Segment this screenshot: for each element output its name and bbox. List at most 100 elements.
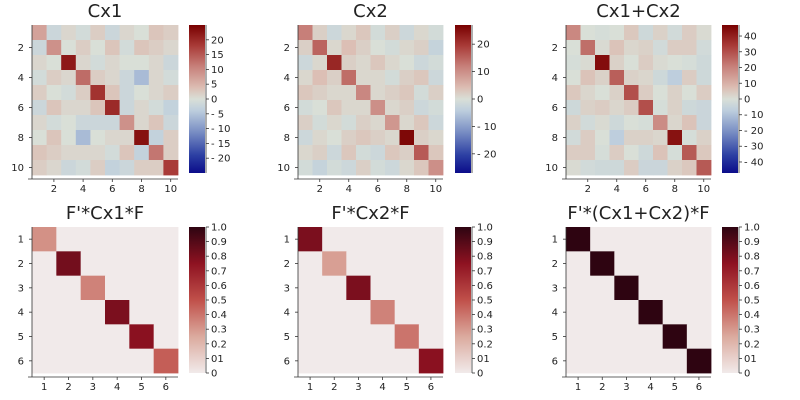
heatmap-cell: [56, 227, 82, 252]
heatmap-cell: [667, 130, 683, 146]
heatmap-cell: [696, 130, 712, 146]
heatmap-cell: [370, 275, 396, 301]
heatmap-cell: [32, 55, 47, 71]
heatmap-cell: [614, 251, 639, 277]
heatmap-cell: [148, 70, 164, 86]
colorbar-tick-label: 0.7: [211, 266, 227, 277]
heatmap-cell: [346, 324, 371, 350]
heatmap-cell: [298, 275, 323, 301]
colorbar-tick-label: 5: [211, 80, 217, 91]
heatmap-cell: [163, 40, 179, 56]
heatmap-cell: [32, 227, 57, 252]
heatmap-cell: [75, 55, 91, 71]
heatmap-cell: [148, 85, 164, 101]
heatmap-cell: [312, 145, 328, 161]
colorbar-tick-label: 0.4: [211, 310, 227, 321]
heatmap-cell: [682, 145, 697, 161]
heatmap-cell: [46, 100, 62, 116]
heatmap-cell: [163, 85, 179, 101]
heatmap-cell: [327, 25, 342, 41]
heatmap-cell: [90, 40, 106, 56]
heatmap-cell: [428, 25, 444, 41]
heatmap-cell: [399, 145, 415, 161]
heatmap-cell: [134, 130, 150, 146]
heatmap-cell: [32, 145, 47, 161]
heatmap-cell: [580, 70, 596, 86]
heatmap-cell: [56, 300, 82, 325]
heatmap-cell: [32, 100, 47, 116]
heatmap-cell: [119, 160, 135, 176]
heatmap-cell: [129, 275, 155, 301]
y-tick-label: 4: [284, 73, 290, 84]
heatmap-cell: [418, 324, 444, 350]
heatmap-cell: [119, 145, 135, 161]
colorbar-tick-label: 0.7: [477, 266, 493, 277]
heatmap-cell: [163, 115, 179, 131]
colorbar-tick-label: 0.9: [211, 237, 227, 248]
heatmap-cell: [80, 300, 106, 325]
heatmap-cell: [667, 25, 683, 41]
heatmap-cell: [322, 348, 347, 374]
heatmap-cell: [428, 130, 444, 146]
heatmap-cell: [595, 70, 610, 86]
heatmap-cell: [609, 145, 625, 161]
heatmap-cell: [638, 70, 654, 86]
heatmap-cell: [686, 275, 712, 301]
heatmap-cell: [356, 55, 371, 71]
heatmap-cell: [322, 275, 347, 301]
colorbar: [189, 227, 205, 373]
heatmap-cell: [341, 25, 357, 41]
heatmap-cell: [129, 227, 155, 252]
heatmap-cell: [653, 55, 668, 71]
x-tick-label: 4: [647, 382, 653, 393]
x-tick-label: 8: [672, 184, 678, 195]
heatmap-cell: [653, 85, 668, 101]
heatmap-cell: [428, 70, 444, 86]
heatmap-cell: [32, 115, 47, 131]
heatmap-cell: [46, 115, 62, 131]
heatmap-cell: [566, 115, 581, 131]
colorbar-tick-label: 15: [211, 50, 224, 61]
heatmap-cell: [370, 85, 386, 101]
heatmap-cell: [624, 130, 639, 146]
y-tick-label: 2: [18, 259, 24, 270]
heatmap-cell: [56, 348, 82, 374]
heatmap-cell: [653, 70, 668, 86]
heatmap-cell: [356, 115, 371, 131]
heatmap-cell: [638, 130, 654, 146]
heatmap-cell: [46, 85, 62, 101]
heatmap-cell: [312, 40, 328, 56]
colorbar: [455, 227, 471, 373]
heatmap-cell: [566, 70, 581, 86]
y-tick-label: 6: [284, 356, 290, 367]
heatmap-cell: [414, 25, 429, 41]
heatmap-cell: [341, 100, 357, 116]
heatmap-cell: [327, 85, 342, 101]
heatmap-cell: [322, 300, 347, 325]
heatmap-panel: Cx1 2 4 6 8 10 2 4 6 8 10 20 15 10 5 0 - 5 - 10 - 15 - 20: [11, 1, 230, 195]
x-tick-label: 6: [428, 382, 434, 393]
heatmap-cell: [414, 70, 429, 86]
heatmap-cell: [394, 300, 420, 325]
x-tick-label: 5: [404, 382, 410, 393]
heatmap-cell: [134, 145, 150, 161]
heatmap-cell: [148, 115, 164, 131]
heatmap-cell: [614, 275, 639, 301]
x-tick-label: 8: [138, 184, 144, 195]
heatmap-cell: [428, 160, 444, 176]
heatmap-cell: [638, 251, 664, 277]
x-tick-label: 6: [643, 184, 649, 195]
colorbar: [455, 25, 471, 173]
heatmap-cell: [667, 55, 683, 71]
heatmap-cell: [385, 55, 400, 71]
heatmap-cell: [341, 40, 357, 56]
heatmap-cell: [356, 25, 371, 41]
heatmap-cell: [609, 100, 625, 116]
colorbar: [189, 25, 205, 173]
panel-title: F'*(Cx1+Cx2)*F: [567, 203, 709, 224]
colorbar-tick-label: - 20: [744, 126, 764, 137]
heatmap-cell: [624, 70, 639, 86]
colorbar-tick-label: 0: [744, 369, 750, 380]
heatmap-cell: [682, 25, 697, 41]
heatmap-cell: [148, 100, 164, 116]
